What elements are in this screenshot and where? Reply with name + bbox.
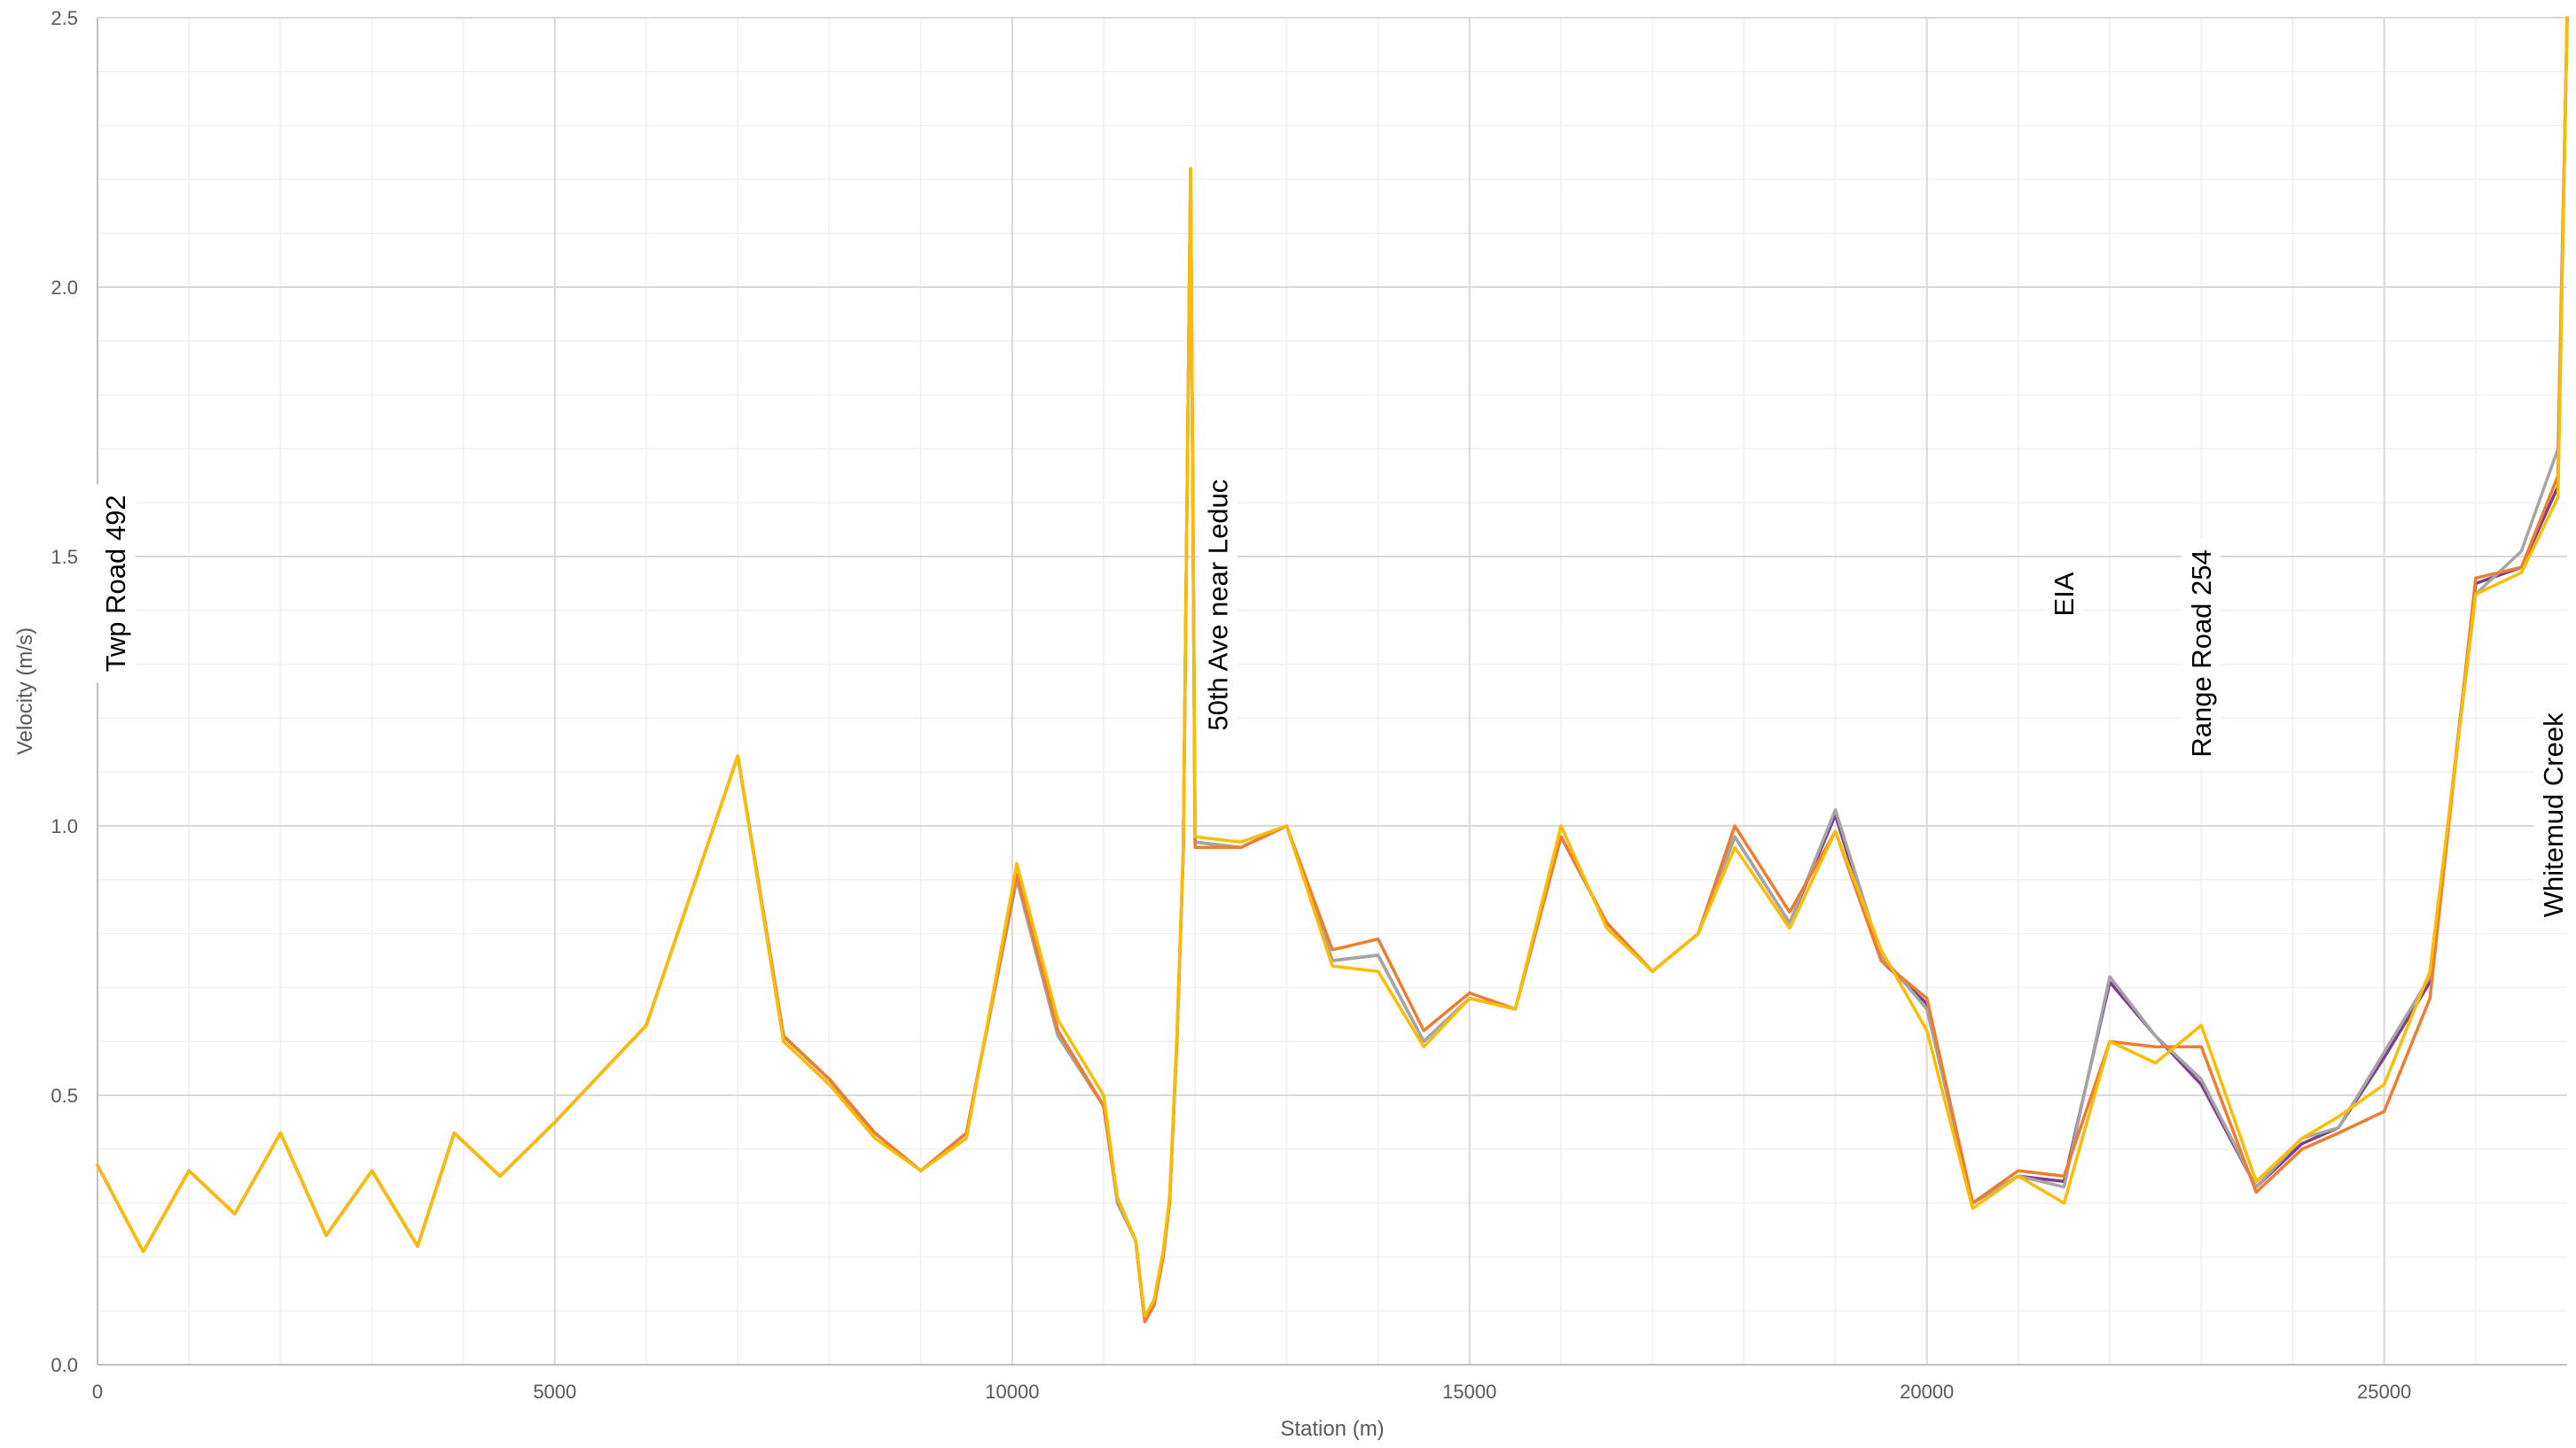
annotation-background xyxy=(1198,468,1238,742)
annotation-1: Twp Road 492 xyxy=(96,484,136,683)
annotation-2: 50th Ave near Leduc xyxy=(1198,468,1238,742)
annotation-background xyxy=(2044,561,2084,627)
y-axis-title: Velocity (m/s) xyxy=(13,627,37,755)
annotation-5: Whitemud Creek xyxy=(2533,702,2573,929)
annotation-3: EIA xyxy=(2044,561,2084,627)
y-tick-label: 2.0 xyxy=(51,276,78,299)
x-tick-label: 15000 xyxy=(1442,1381,1496,1403)
major-gridlines xyxy=(98,17,2567,1365)
annotation-label: EIA xyxy=(2049,572,2080,616)
annotation-background xyxy=(2182,539,2221,768)
minor-gridlines xyxy=(98,18,2567,1365)
annotation-label: Range Road 254 xyxy=(2186,549,2217,757)
series-lines xyxy=(96,16,2569,1324)
x-axis-title: Station (m) xyxy=(1280,1417,1384,1441)
axes xyxy=(97,18,2567,1366)
annotation-label: Twp Road 492 xyxy=(100,494,131,672)
annotation-label: 50th Ave near Leduc xyxy=(1203,479,1234,731)
y-tick-label: 0.5 xyxy=(51,1085,78,1107)
x-tick-label: 20000 xyxy=(1900,1381,1954,1403)
y-tick-label: 2.5 xyxy=(51,7,78,29)
x-tick-label: 10000 xyxy=(985,1381,1039,1403)
annotation-background xyxy=(2533,702,2573,929)
x-tick-label: 0 xyxy=(92,1381,103,1403)
annotation-background xyxy=(96,484,136,683)
annotations: Twp Road 492 50th Ave near Leduc EIA Range … xyxy=(96,468,2573,929)
x-tick-label: 25000 xyxy=(2357,1381,2411,1403)
x-tick-label: 5000 xyxy=(533,1381,576,1403)
annotation-4: Range Road 254 xyxy=(2182,539,2221,768)
tick-labels: 0 5000 10000 15000 20000 25000 0.0 0.5 1.0 1.5 2.0… xyxy=(51,7,2411,1403)
y-tick-label: 1.0 xyxy=(51,815,78,837)
y-tick-label: 0.0 xyxy=(51,1354,78,1376)
y-tick-label: 1.5 xyxy=(51,546,78,568)
series-line-4 xyxy=(96,16,2569,1319)
annotation-label: Whitemud Creek xyxy=(2538,712,2569,917)
